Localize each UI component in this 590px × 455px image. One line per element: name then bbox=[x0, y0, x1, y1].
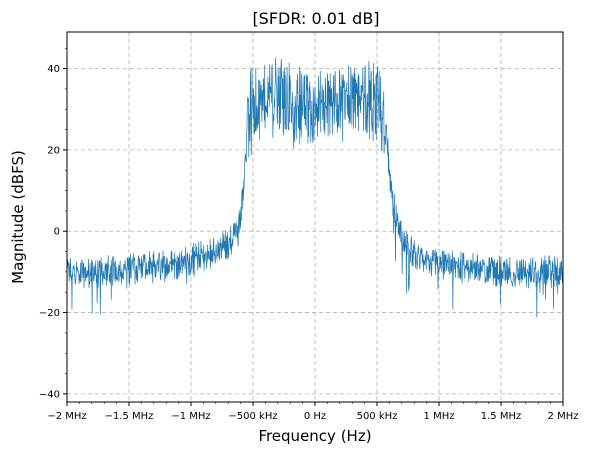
chart-title: [SFDR: 0.01 dB] bbox=[252, 9, 379, 28]
x-tick-label: −2 MHz bbox=[47, 411, 86, 422]
x-tick-label: 500 kHz bbox=[357, 411, 398, 422]
x-tick-label: −1.5 MHz bbox=[105, 411, 154, 422]
y-tick-label: −40 bbox=[39, 389, 60, 400]
x-tick-label: 2 MHz bbox=[548, 411, 579, 422]
x-tick-label: 1 MHz bbox=[424, 411, 455, 422]
series-layer bbox=[66, 57, 564, 318]
x-tick-label: 0 Hz bbox=[304, 411, 326, 422]
x-axis-label: Frequency (Hz) bbox=[258, 427, 371, 445]
y-tick-label: 0 bbox=[54, 227, 60, 238]
y-tick-label: −20 bbox=[39, 308, 60, 319]
x-tick-label: −500 kHz bbox=[228, 411, 277, 422]
x-tick-label: −1 MHz bbox=[171, 411, 210, 422]
spectrum-trace bbox=[66, 57, 564, 318]
tick-layer: −2 MHz −1.5 MHz −1 MHz −500 kHz 0 Hz 500 kHz 1… bbox=[39, 47, 579, 422]
y-axis-label: Magnitude (dBFS) bbox=[9, 150, 27, 284]
x-tick-label: 1.5 MHz bbox=[481, 411, 521, 422]
y-tick-label: 20 bbox=[47, 145, 60, 156]
y-tick-label: 40 bbox=[47, 64, 60, 75]
